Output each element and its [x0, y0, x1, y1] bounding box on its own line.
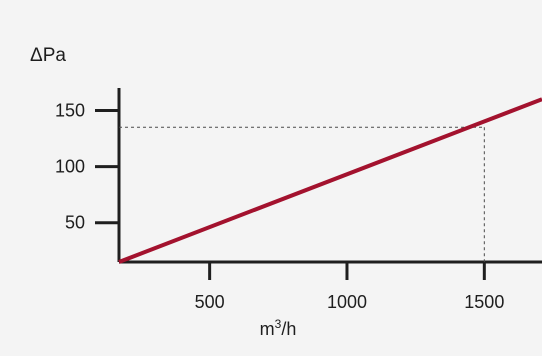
- x-tick-label: 1500: [464, 292, 504, 312]
- y-tick-label: 100: [55, 157, 85, 177]
- x-ticks: 500 1000 1500: [195, 262, 504, 312]
- series-line: [118, 97, 542, 264]
- y-tick-label: 150: [55, 100, 85, 120]
- y-axis-title: ΔPa: [30, 45, 66, 66]
- y-ticks: 50 100 150: [55, 100, 119, 233]
- x-axis-title: m3/h: [260, 317, 297, 339]
- x-axis-title-tail: /h: [281, 319, 296, 339]
- x-axis-title-superscript: 3: [275, 317, 282, 331]
- x-tick-label: 500: [195, 292, 225, 312]
- x-axis-title-base: m: [260, 319, 275, 339]
- y-tick-label: 50: [65, 213, 85, 233]
- x-tick-label: 1000: [327, 292, 367, 312]
